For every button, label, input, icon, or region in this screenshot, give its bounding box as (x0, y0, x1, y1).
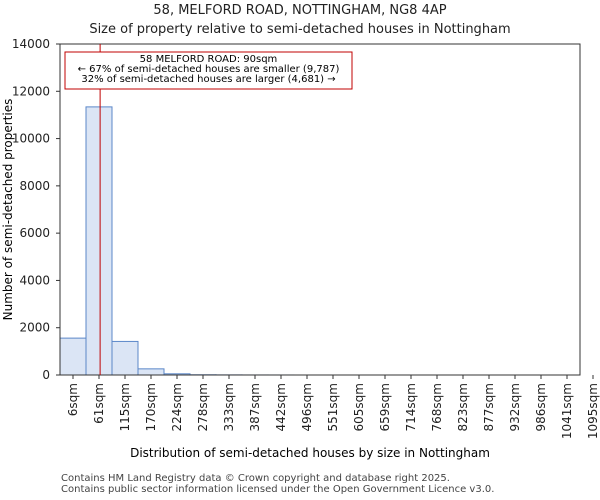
annotation-line-2: ← 67% of semi-detached houses are smalle… (78, 64, 340, 75)
footer-line-2: Contains public sector information licen… (61, 484, 495, 495)
y-tick-label-14000: 14000 (12, 37, 50, 51)
x-tick-label-551sqm: 551sqm (326, 383, 340, 431)
chart-title: 58, MELFORD ROAD, NOTTINGHAM, NG8 4AP (153, 3, 447, 18)
footer-line-1: Contains HM Land Registry data © Crown c… (61, 473, 450, 484)
annotation-box (64, 51, 353, 90)
x-tick-label-170sqm: 170sqm (144, 383, 158, 431)
y-tick-label-0: 0 (42, 368, 50, 382)
x-tick-label-768sqm: 768sqm (430, 383, 444, 431)
y-tick-label-2000: 2000 (19, 321, 50, 335)
y-tick-label-12000: 12000 (12, 84, 50, 98)
x-tick-label-61sqm: 61sqm (92, 383, 106, 424)
marker-annotation: 58 MELFORD ROAD: 90sqm ← 67% of semi-det… (64, 51, 353, 90)
bars-group (59, 106, 295, 376)
x-tick-label-605sqm: 605sqm (352, 383, 366, 431)
x-tick-label-442sqm: 442sqm (274, 383, 288, 431)
bar-61sqm (85, 106, 113, 376)
bar-6sqm (59, 337, 87, 376)
y-tick-label-6000: 6000 (19, 226, 50, 240)
bar-115sqm (111, 340, 139, 376)
x-tick-label-1041sqm: 1041sqm (560, 383, 574, 439)
x-tick-label-224sqm: 224sqm (170, 383, 184, 431)
y-axis: 0 2000 4000 6000 8000 10000 12000 14000 (12, 37, 60, 382)
x-tick-label-823sqm: 823sqm (456, 383, 470, 431)
x-axis-label: Distribution of semi-detached houses by … (130, 446, 490, 460)
y-tick-label-4000: 4000 (19, 273, 50, 287)
x-tick-label-333sqm: 333sqm (222, 383, 236, 431)
x-tick-label-932sqm: 932sqm (508, 383, 522, 431)
annotation-line-3: 32% of semi-detached houses are larger (… (81, 74, 335, 85)
x-axis: 6sqm 61sqm 115sqm 170sqm 224sqm 278sqm 333sqm 3… (66, 375, 600, 439)
x-tick-label-496sqm: 496sqm (300, 383, 314, 431)
x-tick-label-278sqm: 278sqm (196, 383, 210, 431)
x-tick-label-714sqm: 714sqm (404, 383, 418, 431)
x-tick-label-387sqm: 387sqm (248, 383, 262, 431)
y-axis-label: Number of semi-detached properties (1, 99, 15, 321)
chart-title-block: 58, MELFORD ROAD, NOTTINGHAM, NG8 4AP Si… (0, 1, 600, 39)
x-tick-label-6sqm: 6sqm (66, 383, 80, 416)
x-tick-label-877sqm: 877sqm (482, 383, 496, 431)
x-tick-label-1095sqm: 1095sqm (586, 383, 600, 439)
x-tick-label-986sqm: 986sqm (534, 383, 548, 431)
plot-frame (59, 43, 581, 376)
x-tick-label-115sqm: 115sqm (118, 383, 132, 431)
y-tick-label-10000: 10000 (12, 132, 50, 146)
y-tick-label-8000: 8000 (19, 179, 50, 193)
chart-subtitle: Size of property relative to semi-detach… (89, 22, 511, 37)
bar-170sqm (137, 368, 165, 376)
annotation-line-1: 58 MELFORD ROAD: 90sqm (140, 54, 278, 65)
x-tick-label-659sqm: 659sqm (378, 383, 392, 431)
